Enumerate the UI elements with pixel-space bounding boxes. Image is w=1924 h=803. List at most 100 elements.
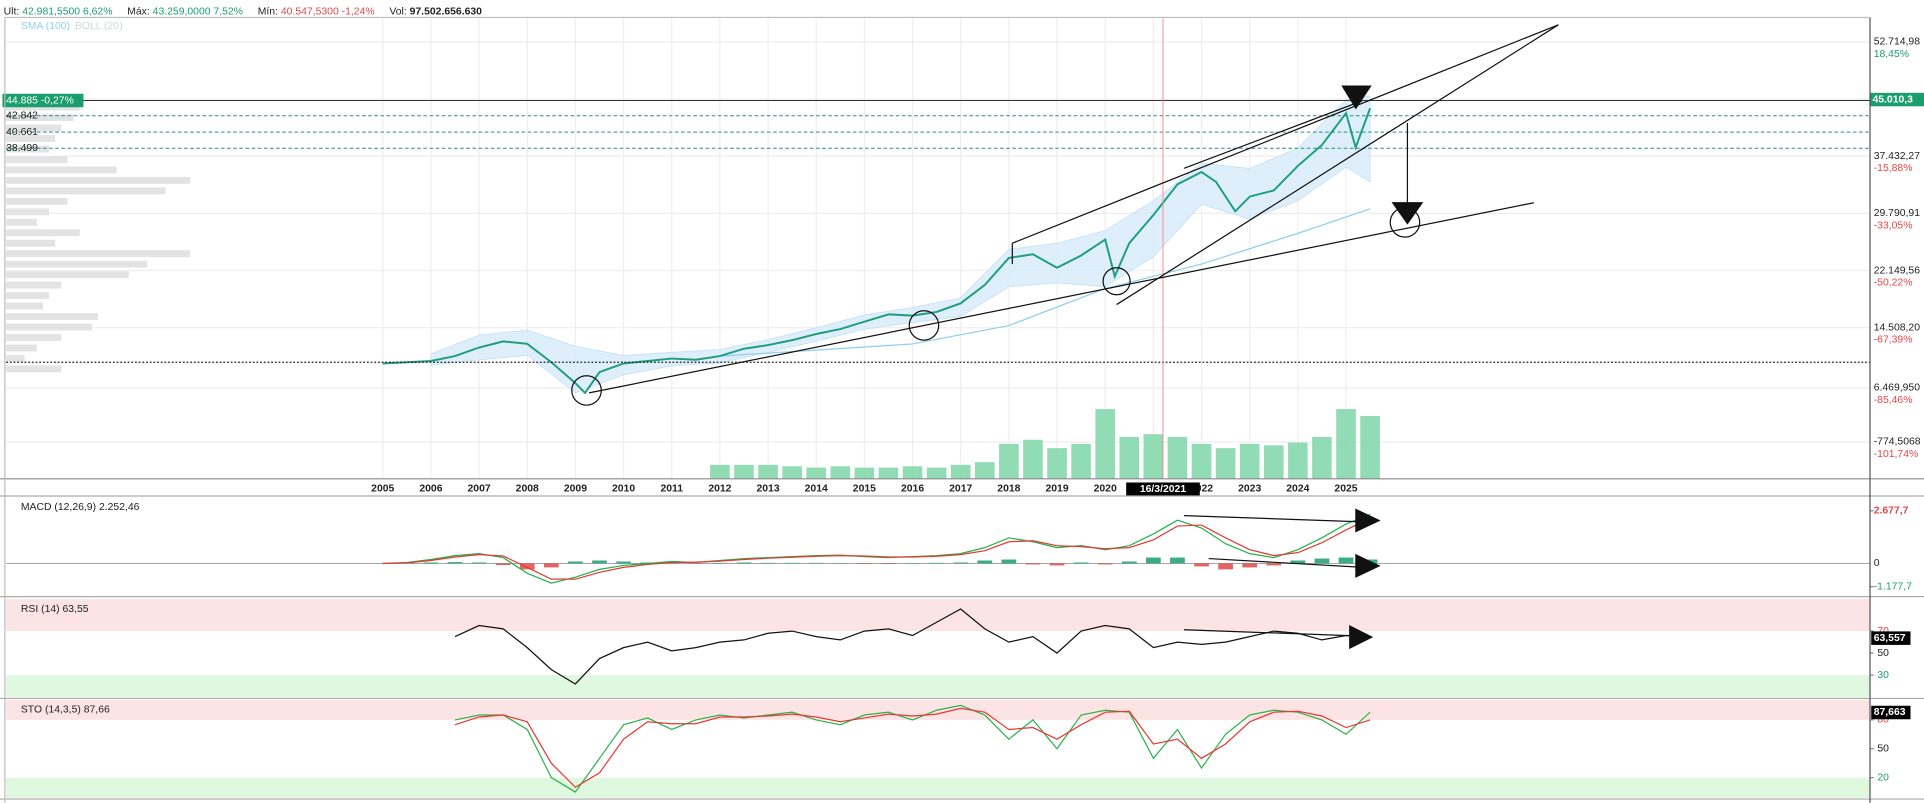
stat-value: 40.547,5300 (281, 6, 339, 17)
volume-bar (782, 466, 802, 479)
volume-bar (1023, 439, 1043, 479)
arrow-head (1355, 508, 1381, 533)
histogram-bar (857, 563, 872, 565)
stat: Ult: 42.981,5500 6,62% (4, 6, 113, 17)
histogram-bar (568, 561, 583, 564)
volume-profile-bar (6, 208, 50, 216)
stat-label: Vol: (389, 6, 406, 17)
level-label: 44.885 -0,27% (6, 95, 74, 106)
volume-profile-bar (6, 124, 62, 132)
x-tick-label: 2013 (756, 483, 779, 494)
x-tick-label: 2007 (468, 483, 491, 494)
y-tick-label: 0 (1874, 558, 1880, 569)
volume-profile-bar (6, 114, 74, 122)
indicator-legend: SMA (100) (21, 21, 70, 32)
stat-label: Máx: (127, 6, 150, 17)
histogram-bar (1097, 563, 1113, 565)
volume-bar (758, 464, 778, 479)
volume-bar (710, 464, 730, 479)
stat: Mín: 40.547,5300 -1,24% (258, 6, 375, 17)
histogram-bar (1145, 557, 1161, 564)
volume-profile-bar (6, 260, 148, 268)
x-tick-label: 2009 (564, 483, 587, 494)
last-value-label: 63,557 (1874, 633, 1906, 644)
x-tick-label: 2015 (853, 483, 876, 494)
volume-profile-bar (6, 229, 80, 237)
histogram-bar (423, 562, 439, 564)
crosshair-label-bg (1126, 482, 1200, 496)
histogram-bar (1170, 557, 1185, 564)
volume-profile-bar (6, 313, 99, 320)
macd-line (382, 517, 1371, 580)
y-tick-label: -1.177,7 (1874, 581, 1912, 592)
histogram-bar (712, 562, 728, 564)
histogram-bar (495, 563, 511, 566)
histogram-bar (1290, 560, 1306, 564)
trend-line (1183, 100, 1363, 169)
volume-profile-bar (6, 334, 62, 341)
last-value-bg (1871, 705, 1911, 720)
crosshair-label: 16/3/2021 (1140, 484, 1187, 495)
arrow-head (1349, 625, 1374, 650)
histogram-bar (1001, 559, 1017, 564)
level-label: 40.661 (6, 127, 38, 138)
stat-change: 7,52% (213, 6, 243, 17)
volume-bar (1167, 436, 1188, 479)
volume-bar (1336, 409, 1356, 479)
histogram-bar (1194, 563, 1209, 567)
histogram-bar (592, 560, 607, 564)
oscillator-line (454, 608, 1371, 685)
y-tick-label: 50 (1877, 648, 1889, 659)
histogram-bar (1049, 563, 1065, 566)
volume-profile-bar (6, 354, 25, 362)
histogram-bar (519, 563, 535, 570)
stat-value: 42.981,5500 (22, 6, 80, 17)
volume-profile-bar (6, 250, 191, 258)
volume-bar (1095, 409, 1116, 479)
volume-bar (1239, 443, 1260, 479)
arrow-head (1355, 553, 1381, 578)
stat-value: 97.502.656.630 (410, 6, 483, 17)
pane-title-value: 2.252,46 (99, 502, 140, 513)
histogram-bar (953, 562, 969, 564)
histogram-bar (1266, 563, 1282, 566)
stat-label: Ult: (4, 6, 20, 17)
volume-bar (734, 464, 754, 479)
y2-tick-label: -50,22% (1874, 278, 1913, 289)
volume-profile-bar (6, 281, 62, 289)
volume-profile-bar (6, 302, 43, 310)
y-tick-label: 29.790,91 (1874, 208, 1921, 219)
x-tick-label: 2010 (612, 483, 635, 494)
x-tick-label: 2019 (1045, 483, 1068, 494)
x-tick-label: 2023 (1238, 483, 1261, 494)
trend-line (1116, 24, 1559, 306)
last-price-label: 45.010,3 (1872, 94, 1913, 105)
volume-bar (974, 462, 995, 479)
trend-line (1012, 24, 1559, 244)
volume-profile-bar (6, 365, 62, 373)
histogram-bar (881, 563, 896, 565)
x-tick-label: 2018 (997, 483, 1020, 494)
histogram-bar (929, 562, 944, 564)
volume-profile-bar (6, 166, 117, 174)
histogram-bar (1121, 561, 1137, 564)
x-tick-label: 2017 (949, 483, 972, 494)
volume-bar (1143, 434, 1164, 479)
stat: Vol: 97.502.656.630 (389, 6, 482, 17)
histogram-bar (1025, 563, 1041, 565)
circle-marker (1102, 267, 1131, 296)
volume-bar (999, 443, 1019, 479)
last-value-bg (1871, 631, 1911, 645)
x-tick-label: 2016 (901, 483, 924, 494)
volume-bar (1215, 448, 1236, 479)
volume-bar (878, 467, 899, 479)
volume-profile-bar (6, 197, 68, 205)
volume-bar (830, 466, 851, 479)
volume-bar (1288, 442, 1308, 479)
last-price-bg (1870, 92, 1924, 107)
x-tick-label: 2024 (1286, 483, 1309, 494)
trend-line (1208, 557, 1360, 568)
histogram-bar (616, 561, 631, 564)
x-tick-label: 2005 (371, 483, 394, 494)
